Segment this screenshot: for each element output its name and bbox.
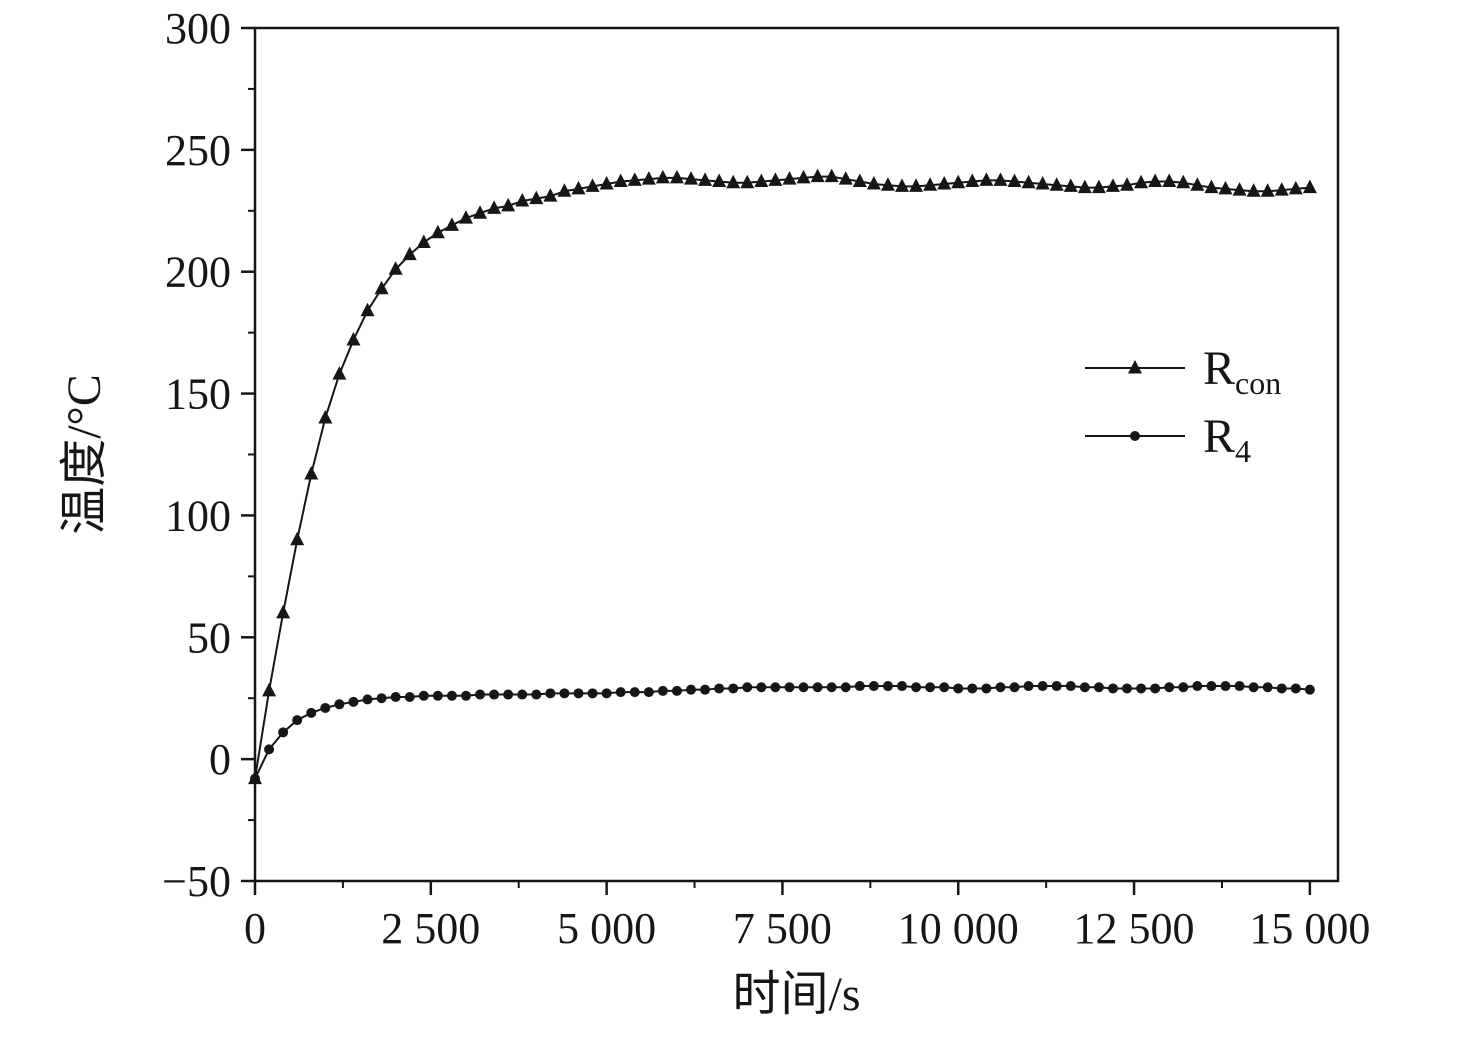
y-tick-label: 300 bbox=[165, 4, 231, 53]
x-tick-label: 5 000 bbox=[557, 904, 656, 953]
y-tick-label: −50 bbox=[162, 857, 231, 906]
y-axis-label: 温度/°C bbox=[58, 374, 111, 535]
y-tick-label: 0 bbox=[209, 735, 231, 784]
x-tick-label: 7 500 bbox=[733, 904, 832, 953]
series-r4 bbox=[250, 681, 1315, 784]
y-tick-label: 150 bbox=[165, 370, 231, 419]
legend-label: R4 bbox=[1203, 410, 1251, 469]
legend: Rcon R4 bbox=[1085, 342, 1281, 469]
x-axis-label: 时间/s bbox=[732, 968, 860, 1021]
y-tick-label: 250 bbox=[165, 126, 231, 175]
y-tick-label: 50 bbox=[187, 613, 231, 662]
x-axis-ticks: 0 2 500 5 000 7 500 10 000 12 500 15 000 bbox=[244, 881, 1370, 953]
plot-frame bbox=[253, 26, 1340, 883]
y-tick-label: 200 bbox=[165, 248, 231, 297]
legend-entry-rcon: Rcon bbox=[1085, 342, 1281, 401]
series-rcon bbox=[248, 168, 1317, 785]
legend-label: Rcon bbox=[1203, 342, 1281, 401]
y-tick-label: 100 bbox=[165, 491, 231, 540]
x-tick-label: 15 000 bbox=[1249, 904, 1370, 953]
x-tick-label: 12 500 bbox=[1074, 904, 1195, 953]
y-axis-ticks: −50 0 50 100 150 200 250 300 bbox=[162, 4, 255, 906]
x-tick-label: 2 500 bbox=[381, 904, 480, 953]
x-tick-label: 0 bbox=[244, 904, 266, 953]
x-tick-label: 10 000 bbox=[898, 904, 1019, 953]
legend-entry-r4: R4 bbox=[1085, 410, 1251, 469]
